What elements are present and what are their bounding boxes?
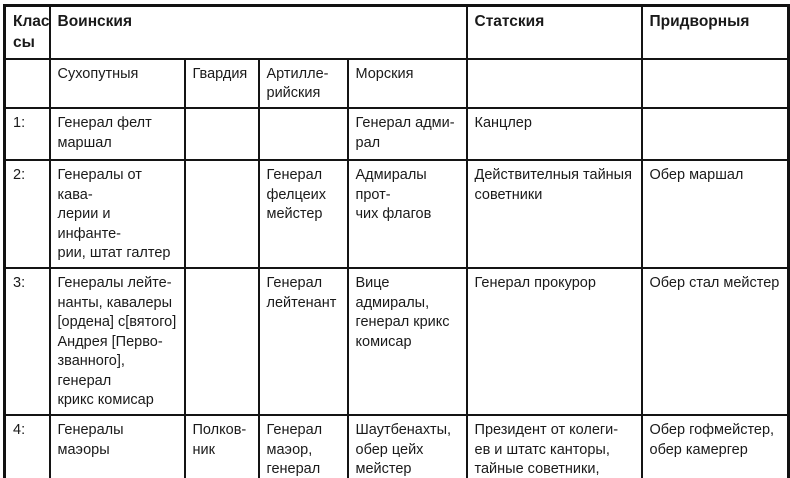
cell-guard-rank: Полков- ник xyxy=(183,414,260,478)
header-guard: Гвардия xyxy=(183,57,260,110)
cell-naval-rank: Вице адмиралы, генерал крикс комисар xyxy=(346,267,468,417)
header-row-branches: Сухопутныя Гвардия Артилле- рийския Морс… xyxy=(3,57,790,110)
cell-class-number: 1: xyxy=(3,107,51,162)
table-row-class-1: 1: Генерал фелт маршал Генерал адми- рал… xyxy=(3,107,790,162)
cell-land-rank: Генералы маэоры xyxy=(48,414,186,478)
cell-land-rank: Генерал фелт маршал xyxy=(48,107,186,162)
cell-court-rank: Обер гофмейстер, обер камергер xyxy=(640,414,790,478)
cell-artillery-rank xyxy=(257,107,349,162)
header-land: Сухопутныя xyxy=(48,57,186,110)
header-naval: Морския xyxy=(346,57,468,110)
cell-class-number: 2: xyxy=(3,159,51,270)
cell-naval-rank: Генерал адми- рал xyxy=(346,107,468,162)
cell-land-rank: Генералы от кава- лерии и инфанте- рии, … xyxy=(48,159,186,270)
table-row-class-4: 4: Генералы маэоры Полков- ник Генерал м… xyxy=(3,414,790,478)
cell-naval-rank: Шаутбенахты, обер цейх мейстер xyxy=(346,414,468,478)
header-row-groups: Клас- сы Воинския Статския Придворныя xyxy=(3,4,790,60)
cell-court-rank: Обер стал мейстер xyxy=(640,267,790,417)
cell-land-rank: Генералы лейте- нанты, кавалеры [ордена]… xyxy=(48,267,186,417)
header-classes: Клас- сы xyxy=(3,4,51,60)
header-civil: Статския xyxy=(465,4,643,60)
header-classes-spacer xyxy=(3,57,51,110)
cell-class-number: 3: xyxy=(3,267,51,417)
cell-guard-rank xyxy=(183,159,260,270)
header-court: Придворныя xyxy=(640,4,790,60)
cell-artillery-rank: Генерал фелцеих мейстер xyxy=(257,159,349,270)
cell-civil-rank: Президент от колеги- ев и штатс канторы,… xyxy=(465,414,643,478)
cell-naval-rank: Адмиралы прот- чих флагов xyxy=(346,159,468,270)
cell-civil-rank: Генерал прокурор xyxy=(465,267,643,417)
table-row-class-3: 3: Генералы лейте- нанты, кавалеры [орде… xyxy=(3,267,790,417)
cell-court-rank xyxy=(640,107,790,162)
cell-civil-rank: Действителныя тайныя советники xyxy=(465,159,643,270)
header-court-spacer xyxy=(640,57,790,110)
header-artillery: Артилле- рийския xyxy=(257,57,349,110)
cell-artillery-rank: Генерал маэор, генерал маэор от фортифи-… xyxy=(257,414,349,478)
cell-court-rank: Обер маршал xyxy=(640,159,790,270)
cell-class-number: 4: xyxy=(3,414,51,478)
cell-guard-rank xyxy=(183,267,260,417)
cell-civil-rank: Канцлер xyxy=(465,107,643,162)
table-row-class-2: 2: Генералы от кава- лерии и инфанте- ри… xyxy=(3,159,790,270)
cell-guard-rank xyxy=(183,107,260,162)
table-of-ranks: Клас- сы Воинския Статския Придворныя Су… xyxy=(3,4,790,478)
header-military: Воинския xyxy=(48,4,468,60)
cell-artillery-rank: Генерал лейтенант xyxy=(257,267,349,417)
header-civil-spacer xyxy=(465,57,643,110)
